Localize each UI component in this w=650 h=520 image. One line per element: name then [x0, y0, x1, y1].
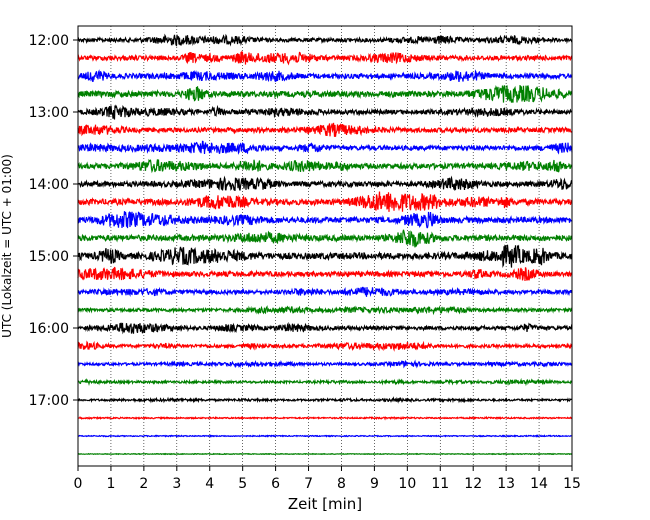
- seismogram-trace: [77, 104, 573, 120]
- seismogram-trace: [77, 305, 573, 316]
- y-tick-label: 13:00: [29, 105, 69, 121]
- y-axis-title: UTC (Lokalzeit = UTC + 01:00): [0, 154, 14, 338]
- grid-lines: [110, 26, 540, 466]
- seismogram-trace: [77, 191, 573, 212]
- seismogram-trace: [77, 415, 573, 421]
- seismogram-traces: [77, 33, 573, 456]
- seismogram-trace: [77, 140, 573, 155]
- x-tick-label: 7: [304, 476, 313, 492]
- seismogram-trace: [77, 452, 573, 456]
- x-tick-label: 4: [205, 476, 214, 492]
- seismogram-trace: [77, 286, 573, 298]
- x-tick-label: 12: [464, 476, 482, 492]
- seismogram-trace: [77, 434, 573, 438]
- seismogram-trace: [77, 84, 573, 103]
- seismogram-trace: [77, 321, 573, 335]
- x-tick-label: 13: [497, 476, 515, 492]
- x-tick-label: 10: [398, 476, 416, 492]
- seismogram-trace: [77, 266, 573, 281]
- seismogram-trace: [77, 244, 573, 269]
- seismogram-trace: [77, 359, 573, 369]
- seismogram-trace: [77, 69, 573, 83]
- x-tick-label: 11: [431, 476, 449, 492]
- seismogram-trace: [77, 229, 573, 248]
- y-tick-label: 12:00: [29, 33, 69, 49]
- seismogram-trace: [77, 50, 573, 66]
- seismogram-trace: [77, 340, 573, 352]
- x-tick-label: 9: [370, 476, 379, 492]
- y-tick-label: 15:00: [29, 249, 69, 265]
- y-axis: 12:00 13:00 14:00 15:00 16:00 17:00: [29, 33, 78, 409]
- x-tick-label: 15: [563, 476, 581, 492]
- seismogram-trace: [77, 122, 573, 137]
- y-tick-label: 16:00: [29, 321, 69, 337]
- x-tick-label: 14: [530, 476, 548, 492]
- seismogram-trace: [77, 377, 573, 387]
- x-tick-label: 3: [172, 476, 181, 492]
- y-tick-label: 14:00: [29, 177, 69, 193]
- seismogram-trace: [77, 210, 573, 229]
- x-axis-title: Zeit [min]: [288, 495, 362, 513]
- seismogram-trace: [77, 175, 573, 191]
- x-tick-label: 6: [271, 476, 280, 492]
- x-tick-label: 8: [337, 476, 346, 492]
- seismogram-trace: [77, 33, 573, 47]
- x-tick-label: 5: [238, 476, 247, 492]
- x-tick-label: 0: [74, 476, 83, 492]
- seismogram-trace: [77, 396, 573, 404]
- x-axis: 0 1 2 3 4 5 6 7 8 9 10 11 12 13 14 15: [74, 466, 581, 492]
- plot-frame: [77, 25, 573, 467]
- seismogram-trace: [77, 158, 573, 174]
- x-tick-label: 2: [139, 476, 148, 492]
- y-tick-label: 17:00: [29, 393, 69, 409]
- x-tick-label: 1: [106, 476, 115, 492]
